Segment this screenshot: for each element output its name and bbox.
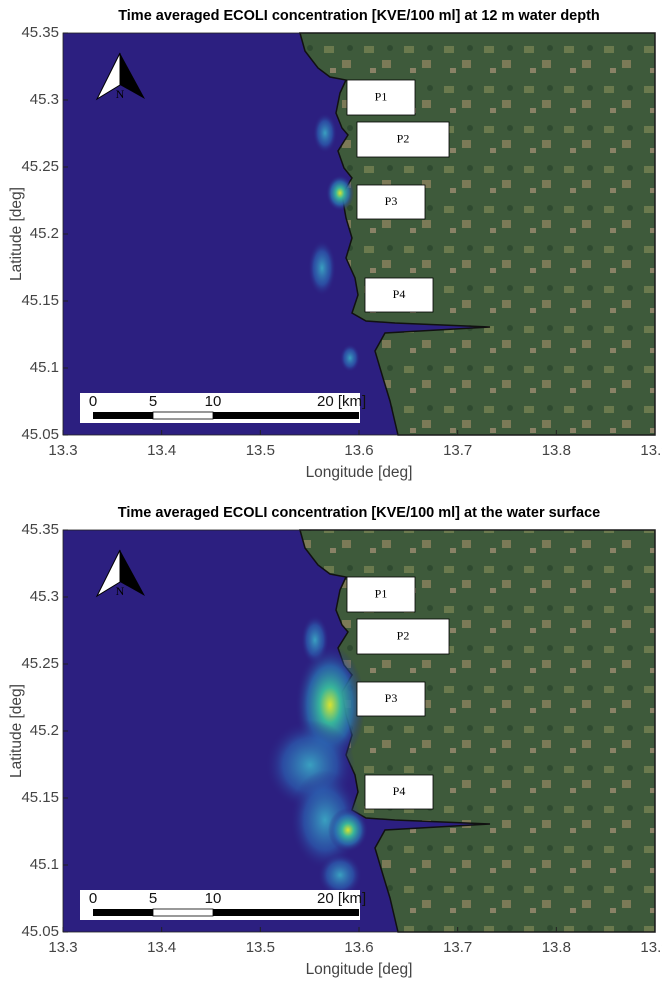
y-tick-label: 45.2 (30, 722, 59, 739)
y-tick-label: 45.15 (21, 789, 59, 806)
north-letter: N (116, 87, 125, 101)
x-tick-label: 13.7 (443, 442, 472, 459)
y-tick-label: 45.25 (21, 655, 59, 672)
scale-label: 0 (89, 393, 97, 410)
x-tick-label: 13.9 (640, 442, 662, 459)
concentration-plume (340, 344, 360, 372)
x-tick-label: 13.9 (640, 939, 662, 956)
point-label: P1 (375, 586, 388, 600)
y-tick-label: 45.1 (30, 856, 59, 873)
y-axis-label: Latitude [deg] (8, 684, 25, 778)
scale-seg (93, 412, 153, 419)
figure: Time averaged ECOLI concentration [KVE/1… (0, 0, 662, 987)
point-label: P4 (393, 784, 406, 798)
concentration-plume (308, 240, 336, 296)
x-tick-label: 13.6 (344, 442, 373, 459)
scale-label: 10 (205, 393, 222, 410)
point-label: P2 (397, 628, 410, 642)
scale-label: 20 [km] (317, 393, 366, 410)
scale-seg (93, 909, 153, 916)
y-tick-label: 45.35 (21, 521, 59, 538)
y-tick-label: 45.3 (30, 91, 59, 108)
x-tick-label: 13.8 (542, 442, 571, 459)
y-tick-label: 45.1 (30, 359, 59, 376)
x-tick-label: 13.5 (246, 442, 275, 459)
x-tick-label: 13.5 (246, 939, 275, 956)
scale-label: 0 (89, 890, 97, 907)
scale-label: 20 [km] (317, 890, 366, 907)
y-tick-label: 45.25 (21, 158, 59, 175)
x-axis-label: Longitude [deg] (306, 464, 413, 481)
scale-label: 5 (149, 393, 157, 410)
y-tick-label: 45.05 (21, 426, 59, 443)
y-tick-label: 45.3 (30, 588, 59, 605)
scale-seg (153, 412, 213, 419)
x-tick-label: 13.6 (344, 939, 373, 956)
scale-label: 10 (205, 890, 222, 907)
north-letter: N (116, 584, 125, 598)
concentration-plume (326, 175, 354, 211)
y-tick-label: 45.2 (30, 225, 59, 242)
x-axis-label: Longitude [deg] (306, 961, 413, 978)
y-axis-label: Latitude [deg] (8, 187, 25, 281)
point-label: P2 (397, 131, 410, 145)
point-label: P4 (393, 287, 406, 301)
scale-label: 5 (149, 890, 157, 907)
x-tick-label: 13.4 (147, 939, 176, 956)
x-tick-label: 13.7 (443, 939, 472, 956)
point-label: P3 (385, 691, 398, 705)
scale-seg (153, 909, 213, 916)
panel-title: Time averaged ECOLI concentration [KVE/1… (118, 505, 600, 521)
panel-title: Time averaged ECOLI concentration [KVE/1… (118, 8, 600, 24)
x-tick-label: 13.3 (48, 442, 77, 459)
y-tick-label: 45.15 (21, 292, 59, 309)
x-tick-label: 13.8 (542, 939, 571, 956)
concentration-plume (313, 113, 337, 153)
point-label: P1 (375, 89, 388, 103)
y-tick-label: 45.35 (21, 24, 59, 41)
y-tick-label: 45.05 (21, 923, 59, 940)
x-tick-label: 13.4 (147, 442, 176, 459)
concentration-plume (328, 808, 368, 852)
scale-seg (213, 909, 359, 916)
point-label: P3 (385, 194, 398, 208)
x-tick-label: 13.3 (48, 939, 77, 956)
scale-seg (213, 412, 359, 419)
